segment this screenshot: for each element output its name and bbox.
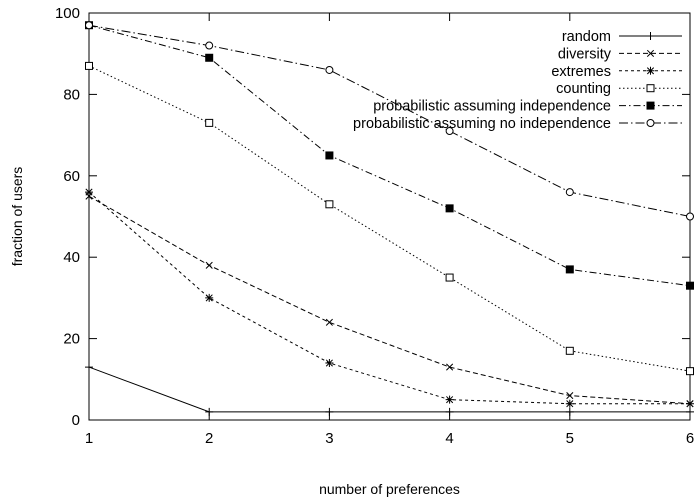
legend-item: extremes (551, 64, 682, 80)
legend-marker (646, 84, 655, 93)
series-0 (85, 363, 694, 416)
series-line (88, 366, 690, 413)
data-point (686, 281, 694, 290)
x-axis-label: number of preferences (319, 481, 460, 497)
data-point (325, 318, 333, 326)
legend-marker (646, 119, 655, 127)
x-tick-label: 4 (445, 430, 453, 447)
data-point (565, 188, 574, 197)
legend-label: extremes (551, 64, 611, 80)
data-point (445, 395, 454, 404)
legend-marker (646, 49, 655, 57)
legend-item: diversity (558, 46, 682, 62)
legend-marker (646, 101, 655, 110)
y-tick-label: 60 (63, 168, 80, 185)
y-axis-label: fraction of users (9, 167, 25, 267)
legend-label: random (562, 29, 611, 45)
series-line (88, 65, 691, 372)
legend-marker (646, 32, 655, 40)
data-point (686, 407, 694, 416)
x-tick-label: 2 (205, 430, 213, 447)
legend-item: random (562, 29, 682, 45)
data-point (686, 212, 694, 221)
legend-item: probabilistic assuming independence (373, 99, 682, 115)
x-tick-label: 6 (686, 430, 694, 447)
series-3 (85, 61, 694, 376)
data-point (325, 200, 334, 209)
legend-label: diversity (558, 46, 612, 62)
data-point (85, 188, 93, 197)
legend-label: counting (556, 81, 611, 97)
data-point (565, 265, 574, 274)
data-point (205, 53, 214, 62)
data-point (85, 61, 93, 70)
series-line (88, 191, 690, 405)
data-point (446, 363, 454, 371)
data-point (565, 407, 574, 416)
data-point (565, 346, 574, 355)
data-point (325, 151, 334, 160)
data-point (205, 261, 213, 269)
series-line (88, 24, 691, 287)
legend-label: probabilistic assuming independence (373, 99, 611, 115)
x-tick-label: 5 (566, 430, 574, 447)
y-tick-label: 40 (63, 249, 80, 266)
data-point (85, 363, 93, 372)
data-point (205, 407, 214, 416)
y-tick-label: 100 (55, 5, 80, 22)
data-point (566, 392, 574, 400)
x-tick-label: 1 (85, 430, 93, 447)
series-lines (85, 21, 694, 416)
series-1 (85, 192, 694, 408)
series-line (88, 195, 691, 405)
series-5 (85, 21, 694, 221)
data-point (205, 293, 214, 302)
series-2 (85, 188, 694, 408)
legend-marker (646, 66, 655, 75)
y-tick-label: 0 (72, 412, 80, 429)
data-point (205, 118, 214, 127)
legend-item: counting (556, 81, 682, 97)
data-point (325, 359, 334, 368)
data-point (686, 399, 694, 408)
data-point (205, 41, 214, 50)
y-tick-label: 80 (63, 86, 80, 103)
series-line (88, 24, 691, 217)
legend-item: probabilistic assuming no independence (353, 116, 682, 132)
data-point (325, 407, 334, 416)
data-point (445, 407, 454, 416)
legend-label: probabilistic assuming no independence (353, 116, 611, 132)
data-point (686, 367, 694, 376)
data-point (445, 127, 454, 136)
data-point (325, 65, 334, 74)
data-point (445, 273, 454, 282)
data-point (445, 204, 454, 213)
x-tick-label: 3 (325, 430, 333, 447)
data-point (565, 399, 574, 408)
y-tick-label: 20 (63, 331, 80, 348)
data-point (85, 21, 93, 30)
